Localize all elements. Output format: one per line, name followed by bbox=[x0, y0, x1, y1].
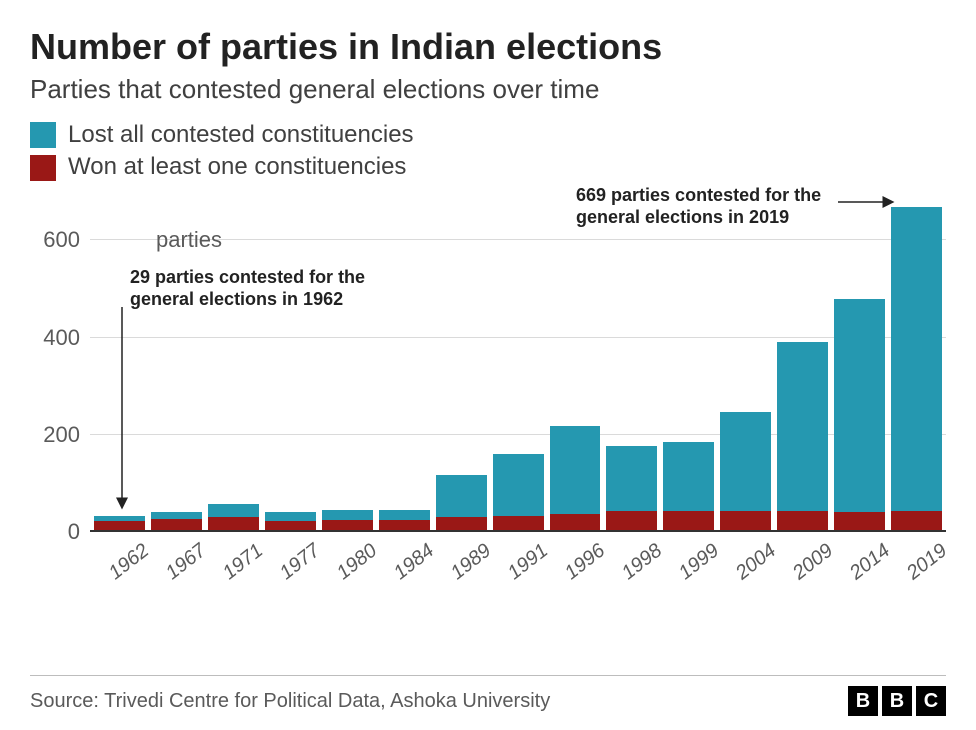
bar-seg-won bbox=[379, 520, 430, 530]
bar-seg-won bbox=[94, 521, 145, 530]
bar-seg-lost bbox=[834, 299, 885, 512]
bar-seg-lost bbox=[891, 207, 942, 512]
bar-seg-lost bbox=[379, 510, 430, 521]
legend-label-lost: Lost all contested constituencies bbox=[68, 119, 414, 151]
bar-2004: 2004 bbox=[720, 192, 771, 530]
y-tick-label: 400 bbox=[30, 325, 80, 351]
chart-container: Number of parties in Indian elections Pa… bbox=[0, 0, 976, 730]
bar-2019: 2019 bbox=[891, 192, 942, 530]
bar-seg-lost bbox=[493, 454, 544, 516]
x-tick-label: 2009 bbox=[781, 530, 838, 585]
bar-seg-lost bbox=[606, 446, 657, 512]
bar-seg-won bbox=[891, 511, 942, 529]
bar-seg-won bbox=[208, 517, 259, 530]
chart-subtitle: Parties that contested general elections… bbox=[30, 74, 946, 105]
bar-1977: 1977 bbox=[265, 192, 316, 530]
bars-group: 1962196719711977198019841989199119961998… bbox=[90, 192, 946, 532]
bar-2014: 2014 bbox=[834, 192, 885, 530]
bar-seg-won bbox=[436, 517, 487, 530]
legend: Lost all contested constituencies Won at… bbox=[30, 119, 946, 184]
y-tick-label: 600 bbox=[30, 227, 80, 253]
x-tick-label: 2019 bbox=[895, 530, 952, 585]
footer: Source: Trivedi Centre for Political Dat… bbox=[30, 675, 946, 716]
bar-seg-won bbox=[151, 519, 202, 530]
annotation-arrow-2019 bbox=[838, 192, 898, 212]
x-tick-label: 1999 bbox=[667, 530, 724, 585]
bar-1971: 1971 bbox=[208, 192, 259, 530]
legend-item-won: Won at least one constituencies bbox=[30, 151, 946, 183]
annotation-2019: 669 parties contested for the general el… bbox=[576, 184, 836, 229]
x-tick-label: 1998 bbox=[610, 530, 667, 585]
y-tick-label: 0 bbox=[30, 519, 80, 545]
bbc-logo-box: B bbox=[848, 686, 878, 716]
x-tick-label: 1980 bbox=[326, 530, 383, 585]
bar-seg-lost bbox=[265, 512, 316, 521]
bbc-logo: BBC bbox=[848, 686, 946, 716]
bar-seg-lost bbox=[663, 442, 714, 512]
bar-seg-won bbox=[606, 511, 657, 529]
x-tick-label: 1984 bbox=[382, 530, 439, 585]
bar-seg-lost bbox=[550, 426, 601, 514]
bar-seg-won bbox=[720, 511, 771, 529]
x-tick-label: 1996 bbox=[553, 530, 610, 585]
bar-seg-won bbox=[777, 511, 828, 529]
bbc-logo-box: B bbox=[882, 686, 912, 716]
bar-seg-won bbox=[265, 521, 316, 530]
bar-seg-won bbox=[493, 516, 544, 530]
annotation-arrow-1962 bbox=[96, 307, 136, 517]
bar-1980: 1980 bbox=[322, 192, 373, 530]
x-tick-label: 1971 bbox=[212, 530, 269, 585]
bar-seg-lost bbox=[151, 512, 202, 519]
bar-seg-lost bbox=[208, 504, 259, 518]
x-tick-label: 1991 bbox=[496, 530, 553, 585]
bar-seg-won bbox=[834, 512, 885, 529]
x-tick-label: 1962 bbox=[98, 530, 155, 585]
x-tick-label: 1977 bbox=[269, 530, 326, 585]
bar-seg-lost bbox=[720, 412, 771, 511]
bar-1996: 1996 bbox=[550, 192, 601, 530]
bar-seg-lost bbox=[777, 342, 828, 511]
legend-label-won: Won at least one constituencies bbox=[68, 151, 406, 183]
x-tick-label: 1967 bbox=[155, 530, 212, 585]
y-tick-label: 200 bbox=[30, 422, 80, 448]
bar-seg-lost bbox=[436, 475, 487, 517]
plot-area: 0200400600parties 1962196719711977198019… bbox=[30, 192, 946, 572]
bar-1998: 1998 bbox=[606, 192, 657, 530]
legend-item-lost: Lost all contested constituencies bbox=[30, 119, 946, 151]
bar-1967: 1967 bbox=[151, 192, 202, 530]
bar-1991: 1991 bbox=[493, 192, 544, 530]
bbc-logo-box: C bbox=[916, 686, 946, 716]
bar-seg-won bbox=[550, 514, 601, 529]
bar-seg-won bbox=[322, 520, 373, 530]
bar-1999: 1999 bbox=[663, 192, 714, 530]
legend-swatch-lost bbox=[30, 122, 56, 148]
annotation-1962: 29 parties contested for the general ele… bbox=[130, 266, 390, 311]
x-tick-label: 2014 bbox=[838, 530, 895, 585]
bar-2009: 2009 bbox=[777, 192, 828, 530]
chart-title: Number of parties in Indian elections bbox=[30, 26, 946, 68]
source-text: Source: Trivedi Centre for Political Dat… bbox=[30, 690, 550, 713]
bar-1984: 1984 bbox=[379, 192, 430, 530]
x-tick-label: 1989 bbox=[439, 530, 496, 585]
bar-seg-won bbox=[663, 511, 714, 529]
legend-swatch-won bbox=[30, 155, 56, 181]
bar-1989: 1989 bbox=[436, 192, 487, 530]
bar-seg-lost bbox=[322, 510, 373, 521]
plot: 0200400600parties 1962196719711977198019… bbox=[30, 192, 946, 572]
x-tick-label: 2004 bbox=[724, 530, 781, 585]
